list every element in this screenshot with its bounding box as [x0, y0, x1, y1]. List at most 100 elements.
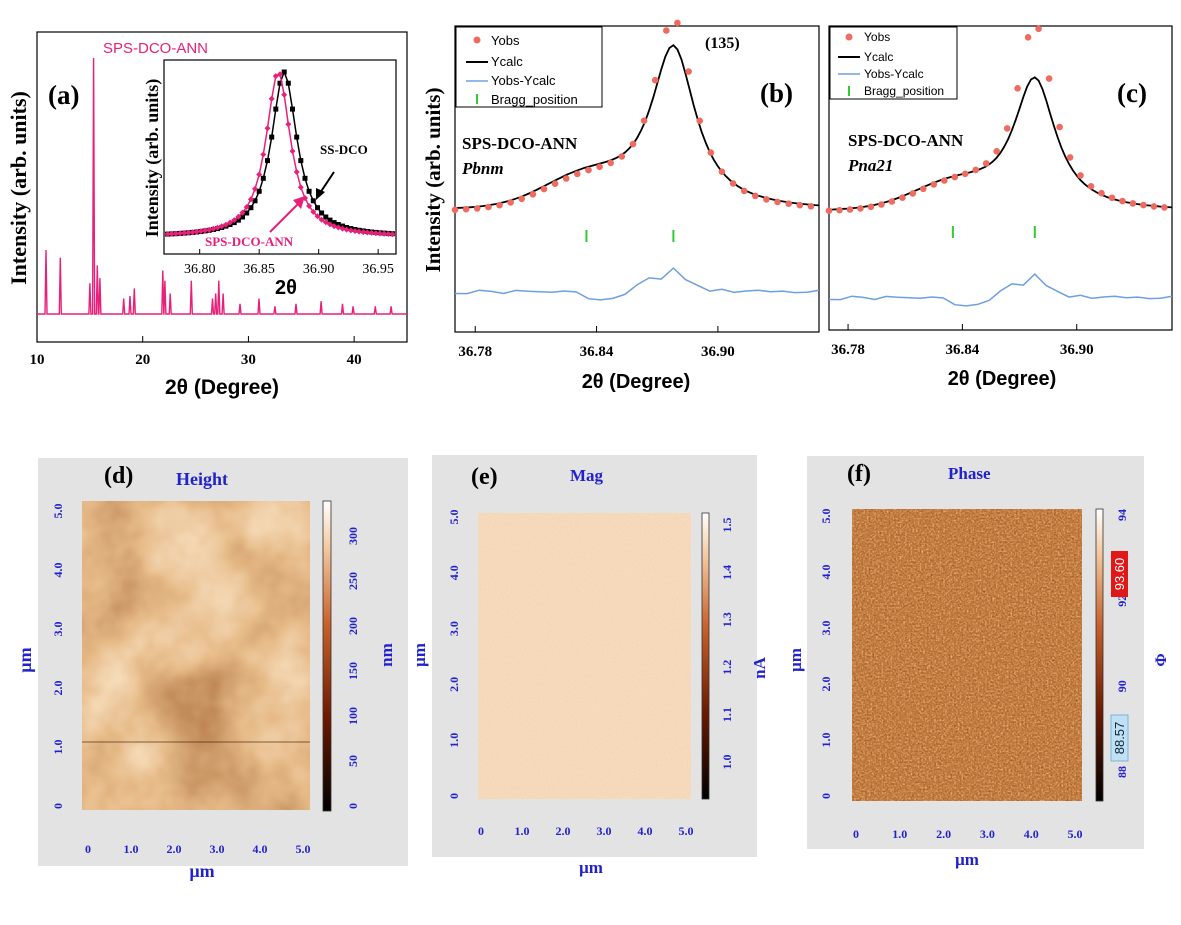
inset-point-sps-dco-ann — [243, 204, 250, 210]
inset-point-sps-dco-ann — [256, 171, 263, 178]
inset-point-sps-dco-ann — [272, 73, 279, 80]
y-axis-label: Intensity (arb. units) — [421, 88, 445, 273]
min-value-text: 88.57 — [1112, 722, 1127, 755]
x-tick-label: 1.0 — [892, 827, 907, 841]
panel-c-xticks: 36.78 36.84 36.90 — [831, 324, 1094, 358]
y-tick-label: 2.0 — [819, 677, 833, 692]
legend-ycalc: Ycalc — [491, 54, 523, 69]
inset-point-sps-dco-ann — [372, 230, 379, 237]
panel-b-frame — [454, 25, 820, 333]
inset-point-sps-dco-ann — [172, 230, 179, 237]
yobs-point — [1119, 197, 1126, 205]
inset-point-sps-dco-ann — [360, 229, 367, 236]
yobs-point — [763, 196, 770, 203]
yobs-point — [1003, 125, 1011, 132]
inset-point-ss-dco — [319, 210, 325, 216]
colorbar-unit: nA — [750, 656, 769, 678]
panel-d-ticks: 0 0 1.0 1.0 2.0 2.0 3.0 3.0 4.0 4.0 5.0 5.0 0 50 100 15… — [51, 504, 360, 857]
x-tick-label: 2.0 — [556, 824, 571, 838]
yobs-point — [640, 117, 648, 124]
map-title: Phase — [948, 464, 991, 483]
yobs-point — [607, 159, 614, 167]
y-tick-label: 0 — [51, 803, 65, 809]
yobs-point — [540, 185, 548, 193]
inset-point-sps-dco-ann — [202, 227, 208, 234]
legend: Yobs Ycalc Yobs-Ycalc Bragg_position — [829, 26, 958, 100]
inset-point-sps-dco-ann — [277, 71, 283, 78]
inset-point-sps-dco-ann — [322, 219, 329, 226]
inset-y-label: Intensity (arb. units) — [142, 79, 163, 238]
inset-point-ss-dco — [294, 134, 300, 140]
inset-point-sps-dco-ann — [376, 230, 383, 237]
inset-point-ss-dco — [285, 80, 291, 86]
inset-xticks: 36.80 36.85 36.90 36.95 — [184, 249, 394, 277]
inset-point-sps-dco-ann — [222, 221, 229, 228]
colorbar-tick-label: 200 — [346, 617, 360, 635]
inset-point-sps-dco-ann — [364, 229, 371, 236]
y-tick-label: 1.0 — [51, 740, 65, 755]
legend-yobs: Yobs — [864, 30, 890, 44]
yobs-point — [729, 180, 737, 187]
yobs-point — [941, 177, 948, 184]
y-tick-label: 1.0 — [819, 733, 833, 748]
panel-a-frame — [36, 31, 408, 343]
y-tick-label: 3.0 — [51, 622, 65, 637]
colorbar-tick-label: 1.5 — [720, 518, 734, 533]
x-axis-label: 2θ (Degree) — [165, 376, 279, 399]
peak-label: (135) — [705, 35, 740, 52]
yobs-point — [888, 198, 896, 205]
inset-point-ss-dco — [248, 205, 254, 211]
yobs-point — [485, 203, 492, 211]
y-tick-label: 0 — [819, 793, 833, 799]
x-tick-label: 4.0 — [1024, 827, 1039, 841]
inset-point-sps-dco-ann — [185, 229, 192, 236]
y-axis-unit: µm — [410, 643, 429, 667]
inset-point-sps-dco-ann — [339, 225, 346, 232]
yobs-point — [1014, 85, 1021, 92]
inset-point-sps-dco-ann — [247, 196, 254, 203]
yobs-point — [674, 19, 681, 27]
x-tick-label: 5.0 — [296, 842, 311, 856]
x-tick-label: 20 — [135, 352, 150, 368]
y-axis-unit: µm — [786, 648, 805, 672]
inset-point-sps-dco-ann — [235, 213, 242, 220]
inset-x-label: 2θ — [275, 277, 297, 299]
legend-diff: Yobs-Ycalc — [864, 67, 924, 81]
yobs-point — [796, 201, 804, 209]
yobs-point — [651, 76, 659, 84]
inset-point-ss-dco — [235, 217, 241, 223]
colorbar-tick-label: 1.0 — [720, 755, 734, 770]
y-axis-label: Intensity (arb. units) — [6, 91, 31, 285]
inset-point-sps-dco-ann — [381, 230, 388, 237]
x-tick-label: 5.0 — [1068, 827, 1083, 841]
yobs-point — [740, 187, 748, 195]
colorbar-unit: Φ — [1153, 653, 1170, 666]
panel-b-xticks: 36.78 36.84 36.90 — [458, 326, 735, 360]
inset-x-tick-label: 36.95 — [362, 262, 394, 277]
x-tick-label: 36.84 — [580, 344, 614, 360]
inset-point-sps-dco-ann — [389, 231, 396, 238]
x-tick-label: 5.0 — [679, 824, 694, 838]
yobs-point — [518, 195, 525, 203]
map-title: Height — [176, 469, 228, 489]
xrd-pattern-line — [37, 57, 407, 315]
x-tick-label: 0 — [85, 842, 91, 856]
colorbar — [322, 500, 332, 812]
sample-label: SPS-DCO-ANN — [462, 134, 578, 153]
yobs-point — [1066, 154, 1074, 161]
x-tick-label: 0 — [853, 827, 859, 841]
arrow-head-icon — [316, 188, 325, 200]
inset-point-sps-dco-ann — [181, 230, 188, 236]
min-value-badge — [1110, 714, 1129, 762]
yobs-point — [663, 27, 670, 34]
yobs-point — [696, 117, 703, 125]
yobs-point — [496, 201, 503, 209]
yobs-point — [1035, 25, 1042, 33]
x-axis-unit: µm — [189, 861, 214, 881]
y-tick-label: 5.0 — [819, 509, 833, 524]
yobs-point — [462, 205, 470, 213]
yobs-point — [1056, 123, 1063, 131]
colorbar-tick-label: 94 — [1115, 509, 1129, 521]
panel-label: (d) — [104, 463, 133, 489]
